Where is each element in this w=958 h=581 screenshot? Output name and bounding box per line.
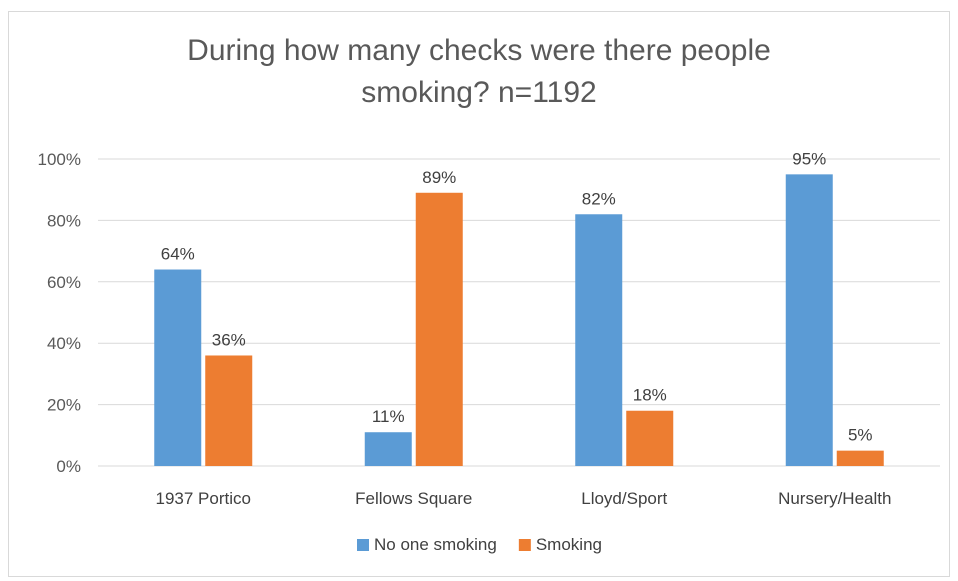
bar bbox=[837, 451, 884, 466]
legend-swatch bbox=[519, 539, 531, 551]
category-label: 1937 Portico bbox=[156, 489, 251, 508]
y-axis-tick-labels: 0% 20% 40% 60% 80% 100% bbox=[38, 150, 81, 476]
category-label: Nursery/Health bbox=[778, 489, 891, 508]
category-labels: 1937 Portico Fellows Square Lloyd/Sport Nur… bbox=[156, 489, 892, 508]
legend-swatch bbox=[357, 539, 369, 551]
data-label: 5% bbox=[848, 426, 873, 445]
y-tick-label: 100% bbox=[38, 150, 81, 169]
category-label: Lloyd/Sport bbox=[581, 489, 667, 508]
data-label: 64% bbox=[161, 245, 195, 264]
bar bbox=[365, 432, 412, 466]
data-label: 18% bbox=[633, 386, 667, 405]
bar bbox=[786, 174, 833, 466]
legend-label: Smoking bbox=[536, 535, 602, 554]
data-label: 95% bbox=[792, 149, 826, 168]
data-label: 82% bbox=[582, 189, 616, 208]
y-tick-label: 0% bbox=[56, 457, 81, 476]
data-label: 89% bbox=[422, 168, 456, 187]
bar bbox=[205, 355, 252, 466]
bar bbox=[154, 270, 201, 466]
bar bbox=[416, 193, 463, 466]
data-label: 11% bbox=[372, 407, 405, 426]
y-tick-label: 60% bbox=[47, 273, 81, 292]
data-labels: 64% 36% 11% 89% 82% 18% 95% 5% bbox=[161, 149, 873, 444]
bars bbox=[154, 174, 884, 466]
legend: No one smoking Smoking bbox=[357, 535, 602, 554]
bar bbox=[626, 411, 673, 466]
category-label: Fellows Square bbox=[355, 489, 472, 508]
y-tick-label: 40% bbox=[47, 334, 81, 353]
data-label: 36% bbox=[212, 330, 246, 349]
bar bbox=[575, 214, 622, 466]
y-tick-label: 80% bbox=[47, 211, 81, 230]
legend-label: No one smoking bbox=[374, 535, 497, 554]
y-tick-label: 20% bbox=[47, 396, 81, 415]
